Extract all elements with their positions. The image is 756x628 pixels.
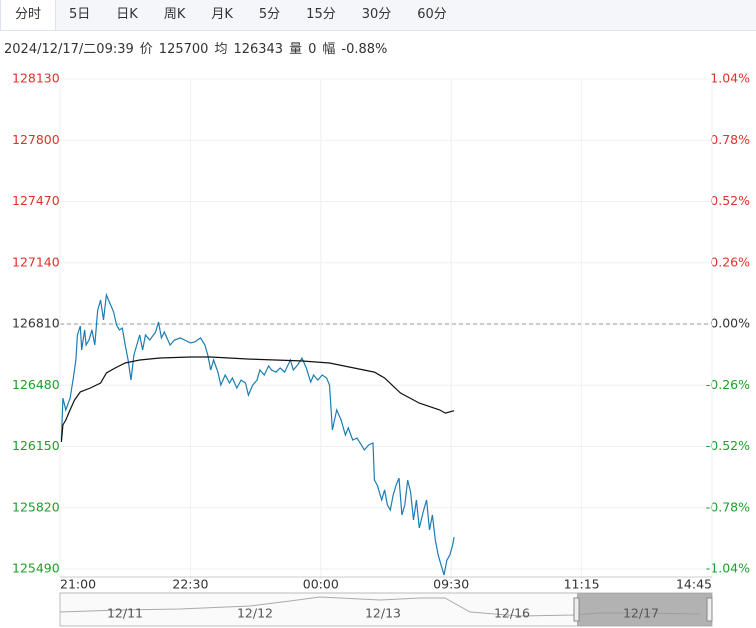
chart: 128130 127800 127470 127140 126810 126480 1261…: [12, 71, 750, 627]
tab[interactable]: 5分: [258, 7, 281, 22]
series-line: [60, 292, 455, 576]
tab[interactable]: 周K: [163, 7, 186, 22]
y-tick-label: 126150: [12, 438, 60, 453]
x-tick-label: 21:00: [60, 577, 96, 592]
change: -0.88%: [341, 42, 388, 57]
navigator-date: 12/16: [494, 606, 530, 621]
tab[interactable]: 日K: [116, 7, 138, 22]
tab[interactable]: 15分: [306, 7, 336, 22]
tab[interactable]: 5日: [69, 7, 91, 22]
y2-tick-label: 0.26%: [710, 254, 750, 269]
volume-label: 量: [289, 42, 303, 57]
y2-tick-label: -0.26%: [706, 377, 750, 392]
x-tick-label: 09:30: [433, 577, 469, 592]
info-bar: 2024/12/17/二09:39 价 125700 均 126343 量 0 幅 -0.88%: [4, 38, 393, 57]
y-tick-label: 126480: [12, 377, 60, 392]
x-tick-label: 22:30: [172, 577, 208, 592]
tab[interactable]: 30分: [361, 7, 392, 22]
x-tick-label: 14:45: [676, 577, 712, 592]
y-tick-label: 125490: [12, 561, 60, 576]
navigator-date: 12/13: [365, 606, 401, 621]
navigator-date: 12/12: [237, 606, 273, 621]
volume: 0: [308, 42, 317, 57]
avg: 126343: [233, 42, 284, 57]
navigator-handle[interactable]: [573, 597, 580, 622]
y2-tick-label: -0.52%: [706, 438, 750, 453]
y2-tick-label: 0.78%: [710, 132, 750, 147]
y-tick-label: 125820: [12, 499, 60, 514]
y-tick-label: 128130: [12, 71, 60, 86]
navigator-window[interactable]: [577, 593, 712, 626]
price: 125700: [158, 42, 209, 57]
tab[interactable]: 分时: [0, 0, 57, 30]
datetime: 2024/12/17/二09:39: [4, 42, 134, 57]
navigator-handle[interactable]: [706, 597, 713, 622]
navigator-date: 12/17: [623, 606, 659, 621]
y-tick-label: 127470: [12, 193, 60, 208]
tab[interactable]: 月K: [211, 7, 233, 22]
y2-tick-label: 0.00%: [710, 316, 750, 331]
avg-label: 均: [214, 42, 228, 57]
tab[interactable]: 60分: [417, 7, 447, 22]
y-tick-label: 126810: [12, 316, 60, 331]
y2-tick-label: 0.52%: [710, 193, 750, 208]
y2-tick-label: 1.04%: [710, 71, 750, 86]
y2-tick-label: -1.04%: [706, 561, 750, 576]
y-tick-label: 127140: [12, 254, 60, 269]
navigator-date: 12/11: [107, 606, 143, 621]
tab-bar: 分时 5日 日K 周K 月K 5分 15分 30分 60分: [0, 0, 756, 31]
y2-tick-label: -0.78%: [706, 499, 750, 514]
y-tick-label: 127800: [12, 132, 60, 147]
change-label: 幅: [322, 42, 336, 57]
x-tick-label: 00:00: [303, 577, 339, 592]
series-line: [60, 356, 455, 443]
price-label: 价: [139, 42, 153, 57]
x-tick-label: 11:15: [564, 577, 600, 592]
